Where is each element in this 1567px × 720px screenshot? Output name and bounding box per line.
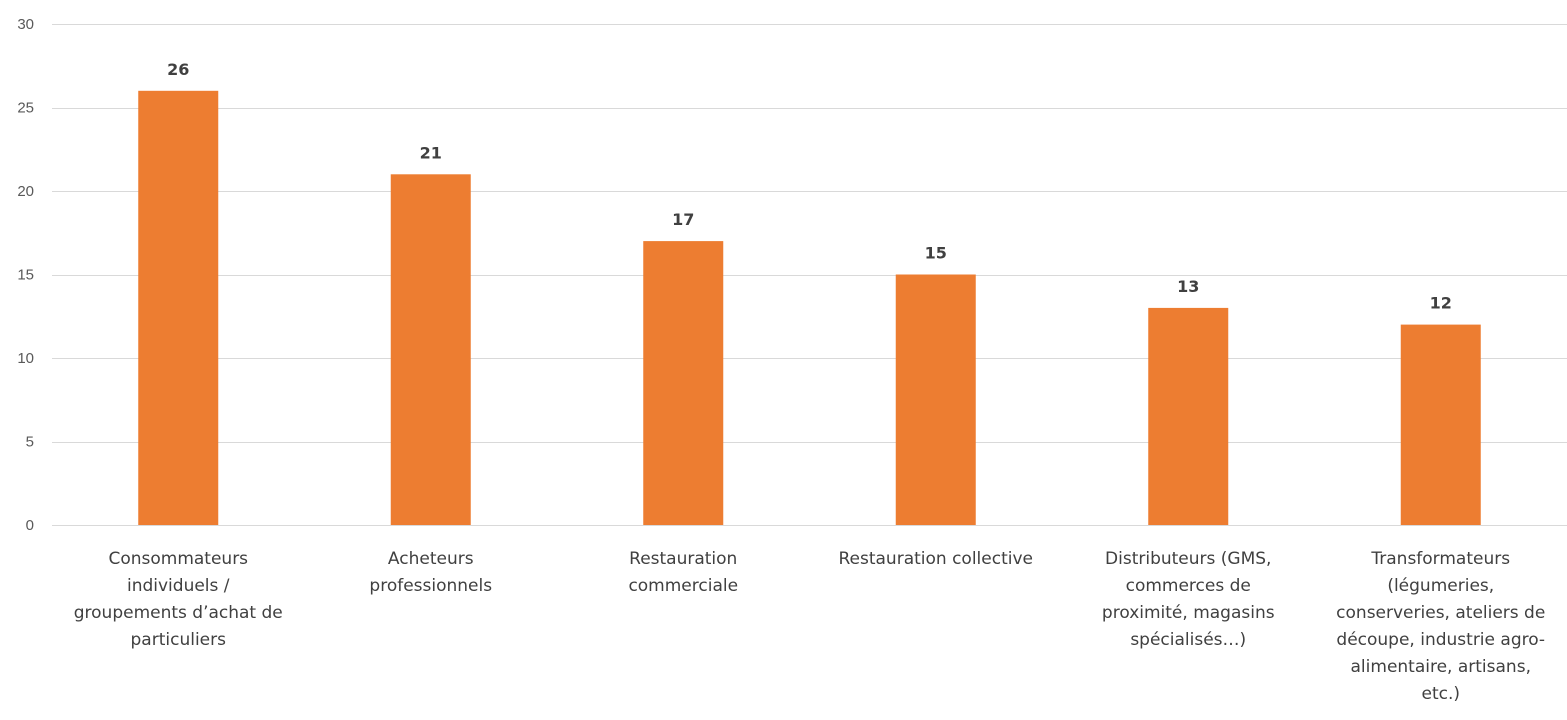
data-label: 17	[672, 210, 694, 229]
bar	[643, 241, 724, 525]
x-tick-label-line: (légumeries,	[1387, 576, 1494, 596]
data-labels: 26 21 17 15 13 12	[167, 60, 1452, 313]
x-tick-label: Consommateurs individuels / groupements d’…	[74, 549, 283, 650]
x-tick-label-line: Transformateurs	[1370, 549, 1510, 569]
x-tick-label-line: etc.)	[1421, 684, 1460, 704]
data-label: 26	[167, 60, 189, 79]
x-tick-label-line: Acheteurs	[388, 549, 474, 569]
x-tick-label: Transformateurs (légumeries, conserveries,…	[1336, 549, 1545, 704]
x-tick-label-line: commerciale	[628, 576, 738, 596]
x-tick-label-line: Restauration	[629, 549, 737, 569]
x-tick-label-line: particuliers	[131, 630, 227, 650]
y-tick-label: 0	[26, 517, 34, 534]
x-tick-label-line: conserveries, ateliers de	[1336, 603, 1545, 623]
y-tick-label: 10	[17, 350, 34, 367]
data-label: 12	[1430, 294, 1452, 313]
x-tick-label-line: alimentaire, artisans,	[1351, 657, 1531, 677]
x-tick-label-line: groupements d’achat de	[74, 603, 283, 623]
y-tick-label: 20	[17, 183, 34, 200]
x-tick-label-line: professionnels	[369, 576, 492, 596]
data-label: 13	[1177, 277, 1199, 296]
bar	[1400, 324, 1481, 525]
x-tick-label-line: proximité, magasins	[1102, 603, 1275, 623]
bar	[390, 174, 471, 526]
y-tick-label: 25	[17, 100, 34, 117]
x-tick-label-line: Restauration collective	[838, 549, 1033, 569]
x-tick-label: Restauration collective	[838, 549, 1033, 569]
y-axis-ticks: 0 5 10 15 20 25 30	[17, 16, 34, 534]
x-axis-labels: Consommateurs individuels / groupements d’…	[74, 549, 1546, 704]
bar	[138, 90, 219, 526]
gridlines	[52, 24, 1567, 526]
x-tick-label-line: commerces de	[1126, 576, 1251, 596]
x-tick-label-line: spécialisés…)	[1130, 630, 1246, 650]
data-label: 21	[420, 143, 442, 162]
x-tick-label: Restauration commerciale	[628, 549, 738, 596]
x-tick-label-line: Consommateurs	[108, 549, 248, 569]
bars	[138, 90, 1481, 526]
bar	[895, 274, 976, 525]
x-tick-label-line: individuels /	[127, 576, 230, 596]
y-tick-label: 15	[17, 267, 34, 284]
x-tick-label-line: Distributeurs (GMS,	[1105, 549, 1271, 569]
x-tick-label-line: découpe, industrie agro-	[1336, 630, 1545, 650]
x-tick-label: Acheteurs professionnels	[369, 549, 492, 596]
y-tick-label: 5	[26, 434, 34, 451]
bar	[1148, 307, 1229, 525]
y-tick-label: 30	[17, 16, 34, 33]
data-label: 15	[925, 244, 947, 263]
x-tick-label: Distributeurs (GMS, commerces de proximité…	[1102, 549, 1275, 650]
